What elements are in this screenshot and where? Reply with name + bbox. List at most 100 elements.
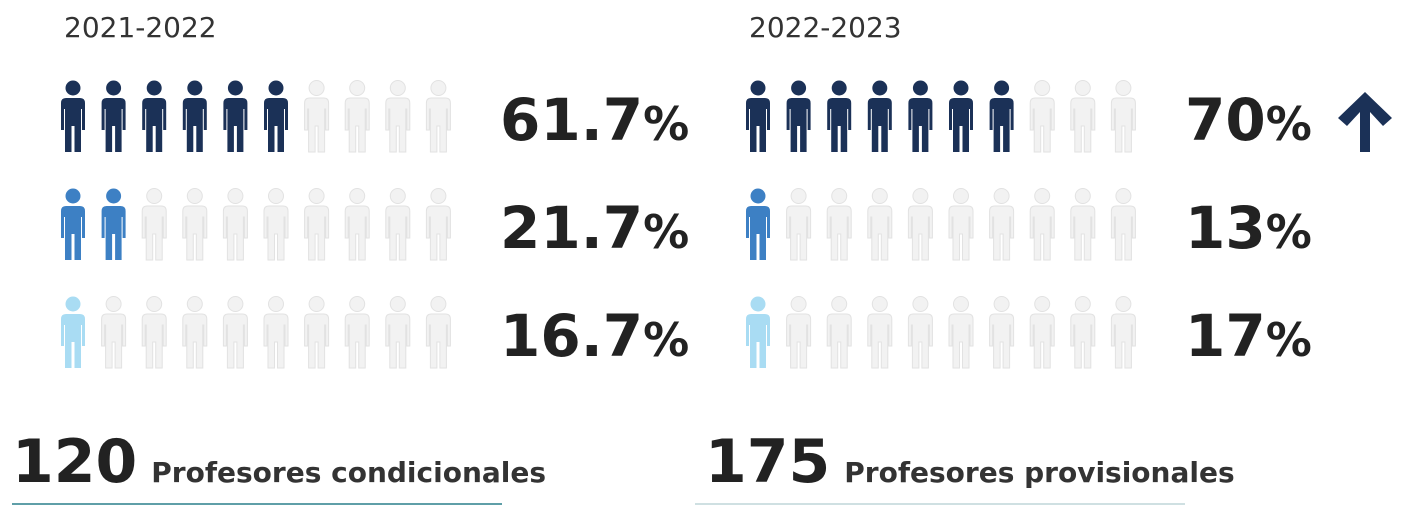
percent-unit: % xyxy=(643,97,689,151)
icon-head xyxy=(65,296,81,312)
icon-head xyxy=(790,188,807,204)
icon-head xyxy=(1034,188,1051,204)
person-icon xyxy=(867,296,893,369)
percent-value: 61.7 xyxy=(500,86,643,154)
person-icon xyxy=(1110,188,1136,261)
icon-body xyxy=(1070,205,1096,261)
icon-body xyxy=(1110,205,1136,261)
total-value: 175 xyxy=(705,427,830,497)
icon-head xyxy=(912,80,928,96)
icon-head xyxy=(268,188,284,204)
icon-head xyxy=(872,80,888,96)
percent-value: 16.7 xyxy=(500,302,643,370)
icon-head xyxy=(993,188,1010,204)
icon-body xyxy=(826,205,852,261)
icon-body xyxy=(1070,97,1096,153)
person-icon xyxy=(989,80,1014,152)
person-icon xyxy=(61,80,85,152)
person-icon xyxy=(222,296,248,369)
icon-head xyxy=(227,188,244,204)
icon-body xyxy=(949,98,973,152)
percent-label: 16.7% xyxy=(500,302,689,370)
icon-body xyxy=(425,97,451,153)
person-icon xyxy=(264,80,288,152)
icon-head xyxy=(912,188,929,204)
person-icon xyxy=(425,296,451,369)
person-icon xyxy=(425,188,451,261)
icon-head xyxy=(186,188,203,204)
icon-body xyxy=(867,313,893,369)
icon-head xyxy=(953,188,969,204)
icon-body xyxy=(61,314,85,368)
person-icon xyxy=(385,188,411,261)
person-icon xyxy=(141,296,167,369)
icon-head xyxy=(349,188,366,204)
person-icon xyxy=(304,80,330,153)
icon-head xyxy=(186,296,203,312)
person-icon xyxy=(867,80,892,152)
icon-head xyxy=(430,296,447,312)
person-icon xyxy=(304,296,330,369)
icon-body xyxy=(61,206,85,260)
icon-body xyxy=(827,98,852,152)
person-icon xyxy=(385,80,411,153)
person-icon xyxy=(1029,80,1055,153)
icon-body xyxy=(344,205,370,261)
icon-body xyxy=(344,313,370,369)
total-label: Profesores condicionales xyxy=(151,456,546,489)
person-icon xyxy=(746,188,770,260)
percent-unit: % xyxy=(1266,97,1312,151)
person-icon xyxy=(61,188,85,260)
person-icon xyxy=(786,80,811,152)
icon-body xyxy=(907,313,933,369)
icon-head xyxy=(106,188,122,204)
person-icon xyxy=(142,80,167,152)
person-icon xyxy=(826,296,852,369)
icon-head xyxy=(953,80,969,96)
icon-head xyxy=(1034,80,1051,96)
icon-body xyxy=(61,98,85,152)
icon-body xyxy=(141,313,167,369)
total: 120 Profesores condicionales xyxy=(12,427,546,497)
icon-body xyxy=(101,98,126,152)
person-icon xyxy=(948,296,974,369)
total-value: 120 xyxy=(12,427,137,497)
person-icon xyxy=(786,296,812,369)
person-icon xyxy=(263,188,289,261)
icon-head xyxy=(308,296,325,312)
icon-head xyxy=(1074,296,1091,312)
icon-body xyxy=(304,313,330,369)
period-title: 2022-2023 xyxy=(749,11,902,44)
icon-body xyxy=(989,313,1015,369)
icon-body xyxy=(263,313,289,369)
icon-body xyxy=(142,98,167,152)
icon-head xyxy=(1074,80,1091,96)
icon-head xyxy=(1115,188,1132,204)
icon-head xyxy=(1115,80,1132,96)
percent-value: 17 xyxy=(1185,302,1266,370)
person-icon xyxy=(1029,188,1055,261)
icon-body xyxy=(263,205,289,261)
person-icon xyxy=(344,80,370,153)
icon-head xyxy=(146,296,163,312)
percent-value: 13 xyxy=(1185,194,1266,262)
percent-unit: % xyxy=(643,205,689,259)
icon-body xyxy=(425,313,451,369)
icon-head xyxy=(871,296,888,312)
icon-head xyxy=(953,296,969,312)
person-icon xyxy=(304,188,330,261)
icon-head xyxy=(831,296,848,312)
icon-body xyxy=(425,205,451,261)
icon-body xyxy=(746,98,770,152)
person-icon xyxy=(222,188,248,261)
icon-head xyxy=(912,296,929,312)
icon-body xyxy=(989,205,1015,261)
icon-body xyxy=(1110,97,1136,153)
icon-body xyxy=(908,98,933,152)
icon-head xyxy=(227,80,243,96)
person-icon xyxy=(141,188,167,261)
person-icon xyxy=(989,188,1015,261)
person-icon xyxy=(908,80,933,152)
icon-head xyxy=(389,80,406,96)
person-icon xyxy=(61,296,85,368)
